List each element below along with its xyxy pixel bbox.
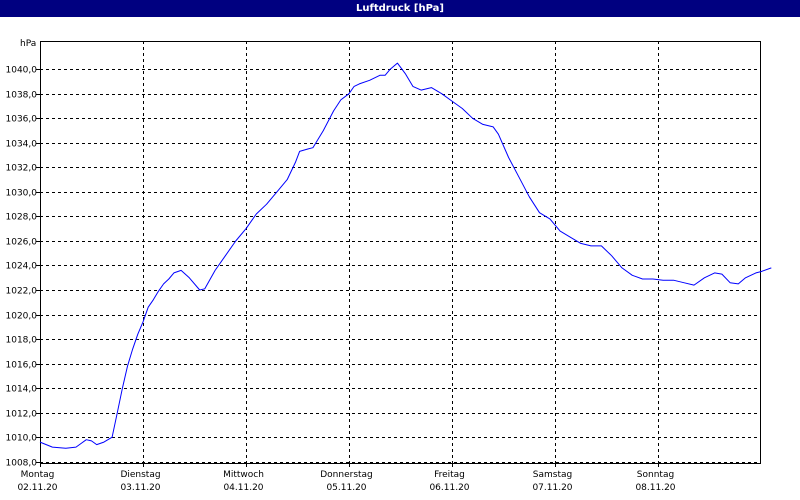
plot-border <box>40 41 761 464</box>
x-tick-date: 02.11.20 <box>17 483 57 493</box>
series-line-pressure <box>39 62 772 449</box>
x-tick-date: 06.11.20 <box>429 483 469 493</box>
x-tick-weekday: Sonntag <box>637 470 674 480</box>
y-tick-label: 1022,0 <box>6 287 38 297</box>
x-tick-date: 05.11.20 <box>326 483 366 493</box>
y-axis-label: hPa <box>20 39 36 49</box>
y-tick-label: 1036,0 <box>6 115 38 125</box>
y-tick-label: 1008,0 <box>6 459 38 469</box>
series-layer <box>39 62 772 449</box>
x-tick-weekday: Samstag <box>533 470 572 480</box>
x-tick-weekday: Dienstag <box>120 470 160 480</box>
y-tick-label: 1018,0 <box>6 336 38 346</box>
y-tick-label: 1030,0 <box>6 189 38 199</box>
grid <box>40 41 760 463</box>
y-tick-label: 1034,0 <box>6 140 38 150</box>
x-tick-date: 03.11.20 <box>120 483 160 493</box>
y-axis: 1008,0 1010,0 1012,0 1014,0 1016,0 1018,0 1020… <box>6 66 40 469</box>
y-tick-label: 1010,0 <box>6 434 38 444</box>
x-tick-weekday: Mittwoch <box>223 470 264 480</box>
x-tick-weekday: Freitag <box>434 470 465 480</box>
x-axis: Montag 02.11.20 Dienstag 03.11.20 Mittwoch 04… <box>17 463 676 493</box>
chart-title: Luftdruck [hPa] <box>0 0 800 17</box>
y-tick-label: 1014,0 <box>6 385 38 395</box>
y-tick-label: 1024,0 <box>6 262 38 272</box>
y-tick-label: 1032,0 <box>6 164 38 174</box>
y-tick-label: 1012,0 <box>6 410 38 420</box>
y-tick-label: 1040,0 <box>6 66 38 76</box>
y-tick-label: 1020,0 <box>6 312 38 322</box>
y-tick-label: 1016,0 <box>6 361 38 371</box>
y-tick-label: 1026,0 <box>6 238 38 248</box>
y-tick-label: 1028,0 <box>6 213 38 223</box>
x-tick-date: 08.11.20 <box>635 483 675 493</box>
x-tick-date: 07.11.20 <box>532 483 572 493</box>
chart-canvas: 1008,0 1010,0 1012,0 1014,0 1016,0 1018,0 1020… <box>6 39 772 493</box>
x-tick-weekday: Donnerstag <box>320 470 373 480</box>
x-tick-date: 04.11.20 <box>223 483 263 493</box>
plot-frame <box>40 41 761 464</box>
x-tick-weekday: Montag <box>21 470 55 480</box>
y-tick-label: 1038,0 <box>6 91 38 101</box>
